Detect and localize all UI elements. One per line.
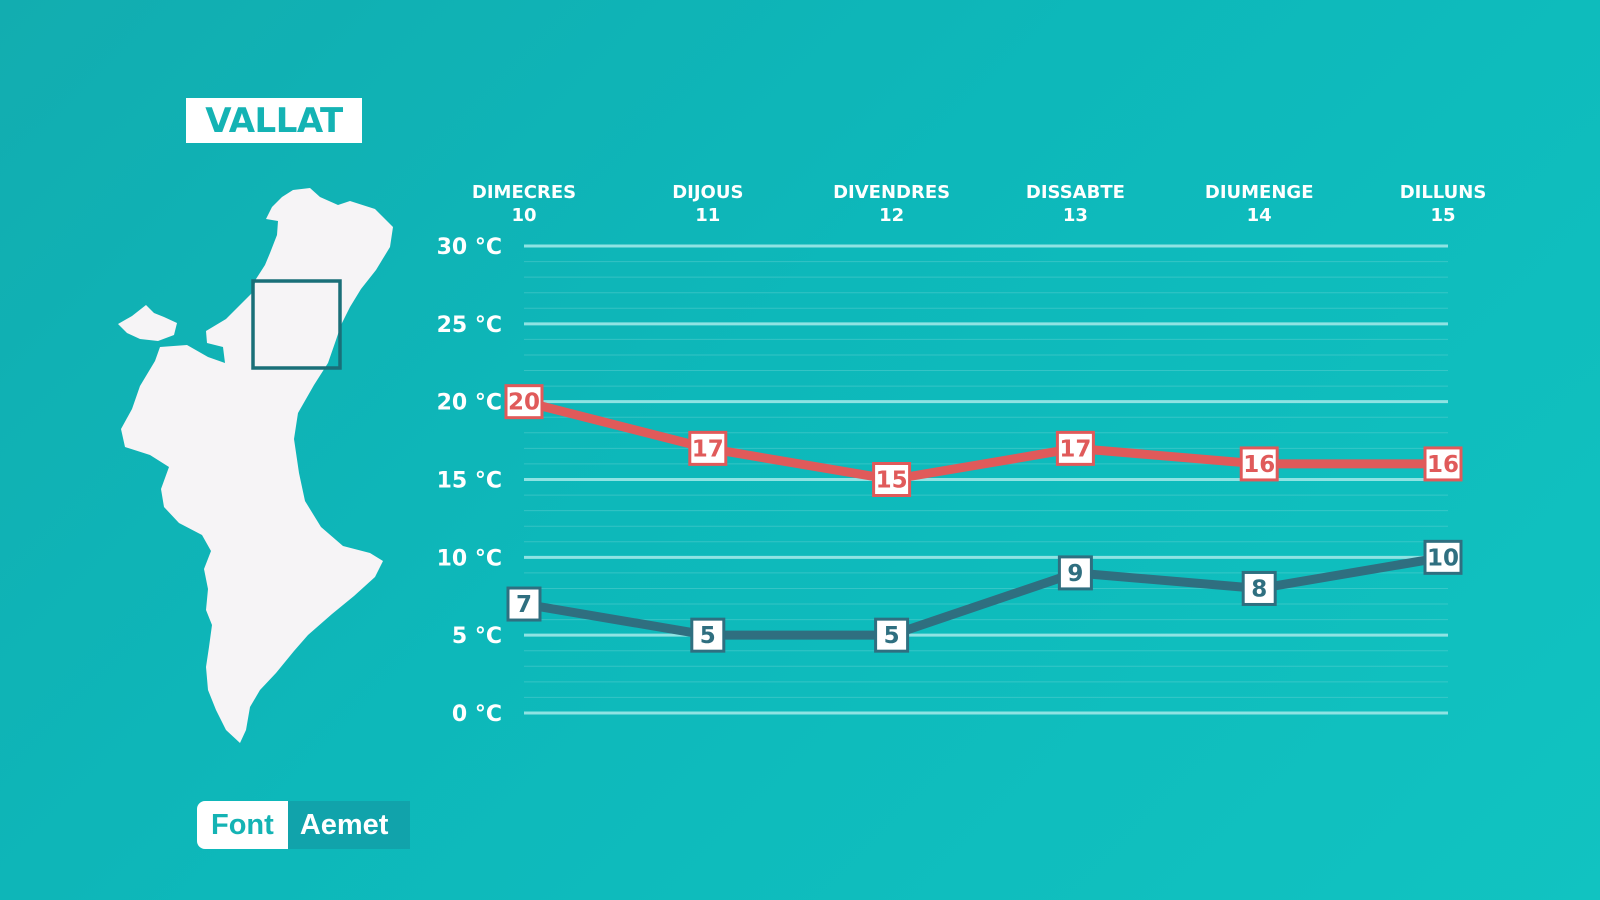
data-marker bbox=[874, 617, 910, 653]
data-label: 10 bbox=[1427, 545, 1459, 571]
x-tick-date: 14 bbox=[1247, 205, 1272, 226]
data-marker bbox=[1423, 539, 1463, 575]
data-marker bbox=[504, 384, 544, 420]
y-tick-label: 30 °C bbox=[437, 235, 502, 260]
x-tick-day: DIUMENGE bbox=[1205, 182, 1314, 203]
data-label: 5 bbox=[700, 623, 716, 649]
data-marker bbox=[1241, 570, 1277, 606]
region-label: VALLAT bbox=[186, 98, 362, 143]
y-tick-label: 0 °C bbox=[452, 702, 502, 727]
data-marker bbox=[1055, 430, 1095, 466]
data-marker bbox=[1239, 446, 1279, 482]
data-labels: 20 17 15 17 16 16 7 5 5 9 8 10 bbox=[504, 384, 1463, 653]
data-marker bbox=[872, 462, 912, 497]
x-tick-day: DILLUNS bbox=[1400, 182, 1487, 203]
region-map-island bbox=[118, 305, 177, 341]
region-highlight-box bbox=[251, 279, 342, 370]
data-label: 15 bbox=[876, 468, 908, 494]
x-tick-date: 12 bbox=[879, 205, 904, 226]
source-credit: Font Aemet bbox=[197, 801, 411, 849]
gridlines bbox=[524, 244, 1448, 715]
x-tick-date: 11 bbox=[695, 205, 720, 226]
x-tick-date: 13 bbox=[1063, 205, 1088, 226]
data-label: 17 bbox=[1059, 436, 1091, 462]
x-tick-date: 15 bbox=[1430, 205, 1455, 226]
region-map-shape bbox=[121, 188, 393, 743]
series-lines bbox=[519, 397, 1448, 640]
data-label: 9 bbox=[1067, 561, 1083, 587]
x-tick-day: DISSABTE bbox=[1026, 182, 1125, 203]
data-label: 16 bbox=[1427, 452, 1459, 478]
data-label: 17 bbox=[692, 436, 724, 462]
data-marker bbox=[506, 586, 542, 622]
series-line-1 bbox=[519, 552, 1448, 640]
y-tick-label: 5 °C bbox=[452, 624, 502, 649]
y-axis: 0 °C 5 °C 10 °C 15 °C 20 °C 25 °C 30 °C bbox=[437, 235, 502, 727]
data-label: 16 bbox=[1243, 452, 1275, 478]
data-marker bbox=[1423, 446, 1463, 482]
region-label-text: VALLAT bbox=[205, 100, 343, 141]
y-tick-label: 25 °C bbox=[437, 313, 502, 338]
x-tick-date: 10 bbox=[511, 205, 536, 226]
x-tick-day: DIVENDRES bbox=[833, 182, 950, 203]
data-label: 20 bbox=[508, 390, 540, 416]
data-marker bbox=[688, 430, 728, 466]
x-tick-day: DIMECRES bbox=[472, 182, 576, 203]
series-line-0 bbox=[519, 397, 1448, 484]
y-tick-label: 10 °C bbox=[437, 546, 502, 571]
minor-gridlines bbox=[524, 261, 1448, 698]
data-label: 8 bbox=[1251, 576, 1267, 602]
data-marker bbox=[690, 617, 726, 653]
data-marker bbox=[1057, 555, 1093, 591]
y-tick-label: 20 °C bbox=[437, 391, 502, 416]
data-label: 5 bbox=[884, 623, 900, 649]
region-map bbox=[118, 188, 393, 743]
x-tick-day: DIJOUS bbox=[672, 182, 743, 203]
source-key: Font bbox=[197, 801, 288, 849]
data-label: 7 bbox=[516, 592, 532, 618]
y-tick-label: 15 °C bbox=[437, 469, 502, 494]
source-value: Aemet bbox=[287, 801, 411, 849]
